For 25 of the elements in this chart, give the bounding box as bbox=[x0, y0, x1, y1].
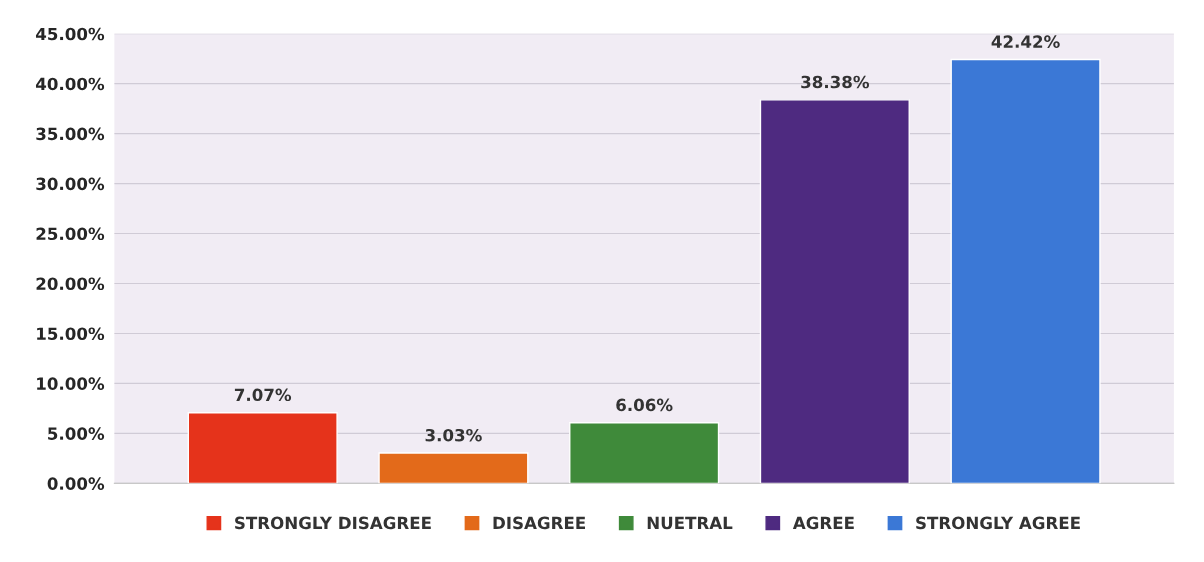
bar bbox=[187, 411, 338, 484]
y-tick-label: 40.00% bbox=[35, 77, 105, 91]
bar bbox=[569, 422, 720, 484]
y-tick-label: 35.00% bbox=[36, 127, 105, 141]
legend-label: DISAGREE bbox=[493, 516, 585, 530]
y-tick-label: 15.00% bbox=[37, 327, 105, 341]
data-label: 3.03% bbox=[425, 428, 482, 442]
y-tick-label: 25.00% bbox=[36, 227, 105, 241]
data-label: 7.07% bbox=[234, 388, 292, 402]
bar bbox=[950, 58, 1101, 484]
data-label: 38.38% bbox=[801, 75, 870, 89]
y-tick-label: 10.00% bbox=[37, 377, 105, 390]
y-tick-label: 30.00% bbox=[36, 177, 105, 191]
data-label: 6.06% bbox=[616, 398, 673, 412]
y-tick-label: 0.00% bbox=[47, 477, 105, 490]
legend-label: AGREE bbox=[792, 516, 854, 530]
bar bbox=[378, 452, 529, 484]
legend-label: STRONGLY DISAGREE bbox=[235, 516, 431, 530]
legend-label: NUETRAL bbox=[647, 516, 733, 530]
bar bbox=[759, 99, 910, 484]
y-tick-label: 45.00% bbox=[35, 27, 105, 41]
data-label: 42.42% bbox=[991, 35, 1060, 48]
legend-label: STRONGLY AGREE bbox=[916, 516, 1080, 530]
y-tick-label: 20.00% bbox=[36, 277, 105, 291]
y-tick-label: 5.00% bbox=[48, 427, 105, 440]
